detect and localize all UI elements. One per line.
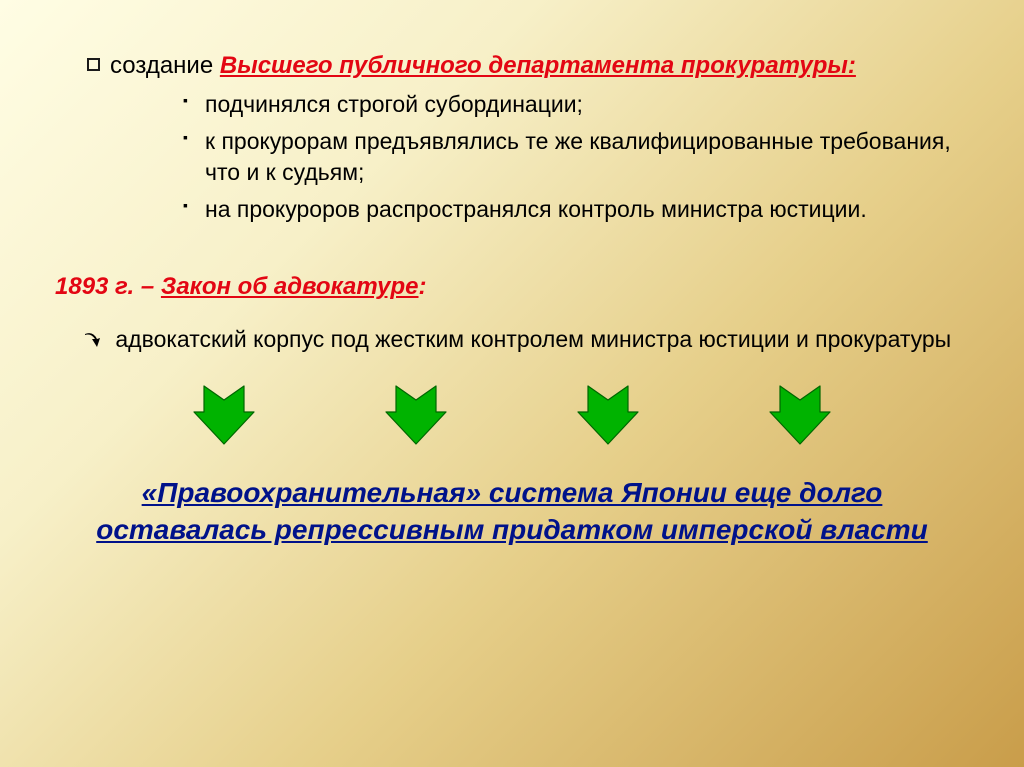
down-arrow-icon [576,384,640,446]
arrow-bullet-text: адвокатский корпус под жестким контролем… [115,326,951,352]
down-arrow-icon [384,384,448,446]
sub-bullet-list: подчинялся строгой субординации; к проку… [55,89,969,225]
down-arrow-icon [768,384,832,446]
main-bullet-lead: создание [110,52,220,79]
sub-bullet-item: к прокурорам предъявлялись те же квалифи… [183,126,969,188]
curved-arrow-icon [83,331,103,349]
conclusion-text: «Правоохранительная» система Японии еще … [55,474,969,550]
law-title: Закон об адвокатуре [161,273,419,300]
arrows-row [55,384,969,446]
sub-bullet-item: на прокуроров распространялся контроль м… [183,194,969,225]
law-year: 1893 г. [55,273,134,300]
law-heading: 1893 г. – Закон об адвокатуре: [55,273,969,301]
sub-bullet-item: подчинялся строгой субординации; [183,89,969,120]
main-bullet-highlight: Высшего публичного департамента прокурат… [220,52,856,79]
main-bullet-block: создание Высшего публичного департамента… [55,50,969,81]
law-dash: – [134,273,161,300]
law-colon: : [419,273,427,300]
arrow-bullet-line: адвокатский корпус под жестким контролем… [55,323,969,355]
down-arrow-icon [192,384,256,446]
hollow-square-bullet-icon [87,58,100,71]
